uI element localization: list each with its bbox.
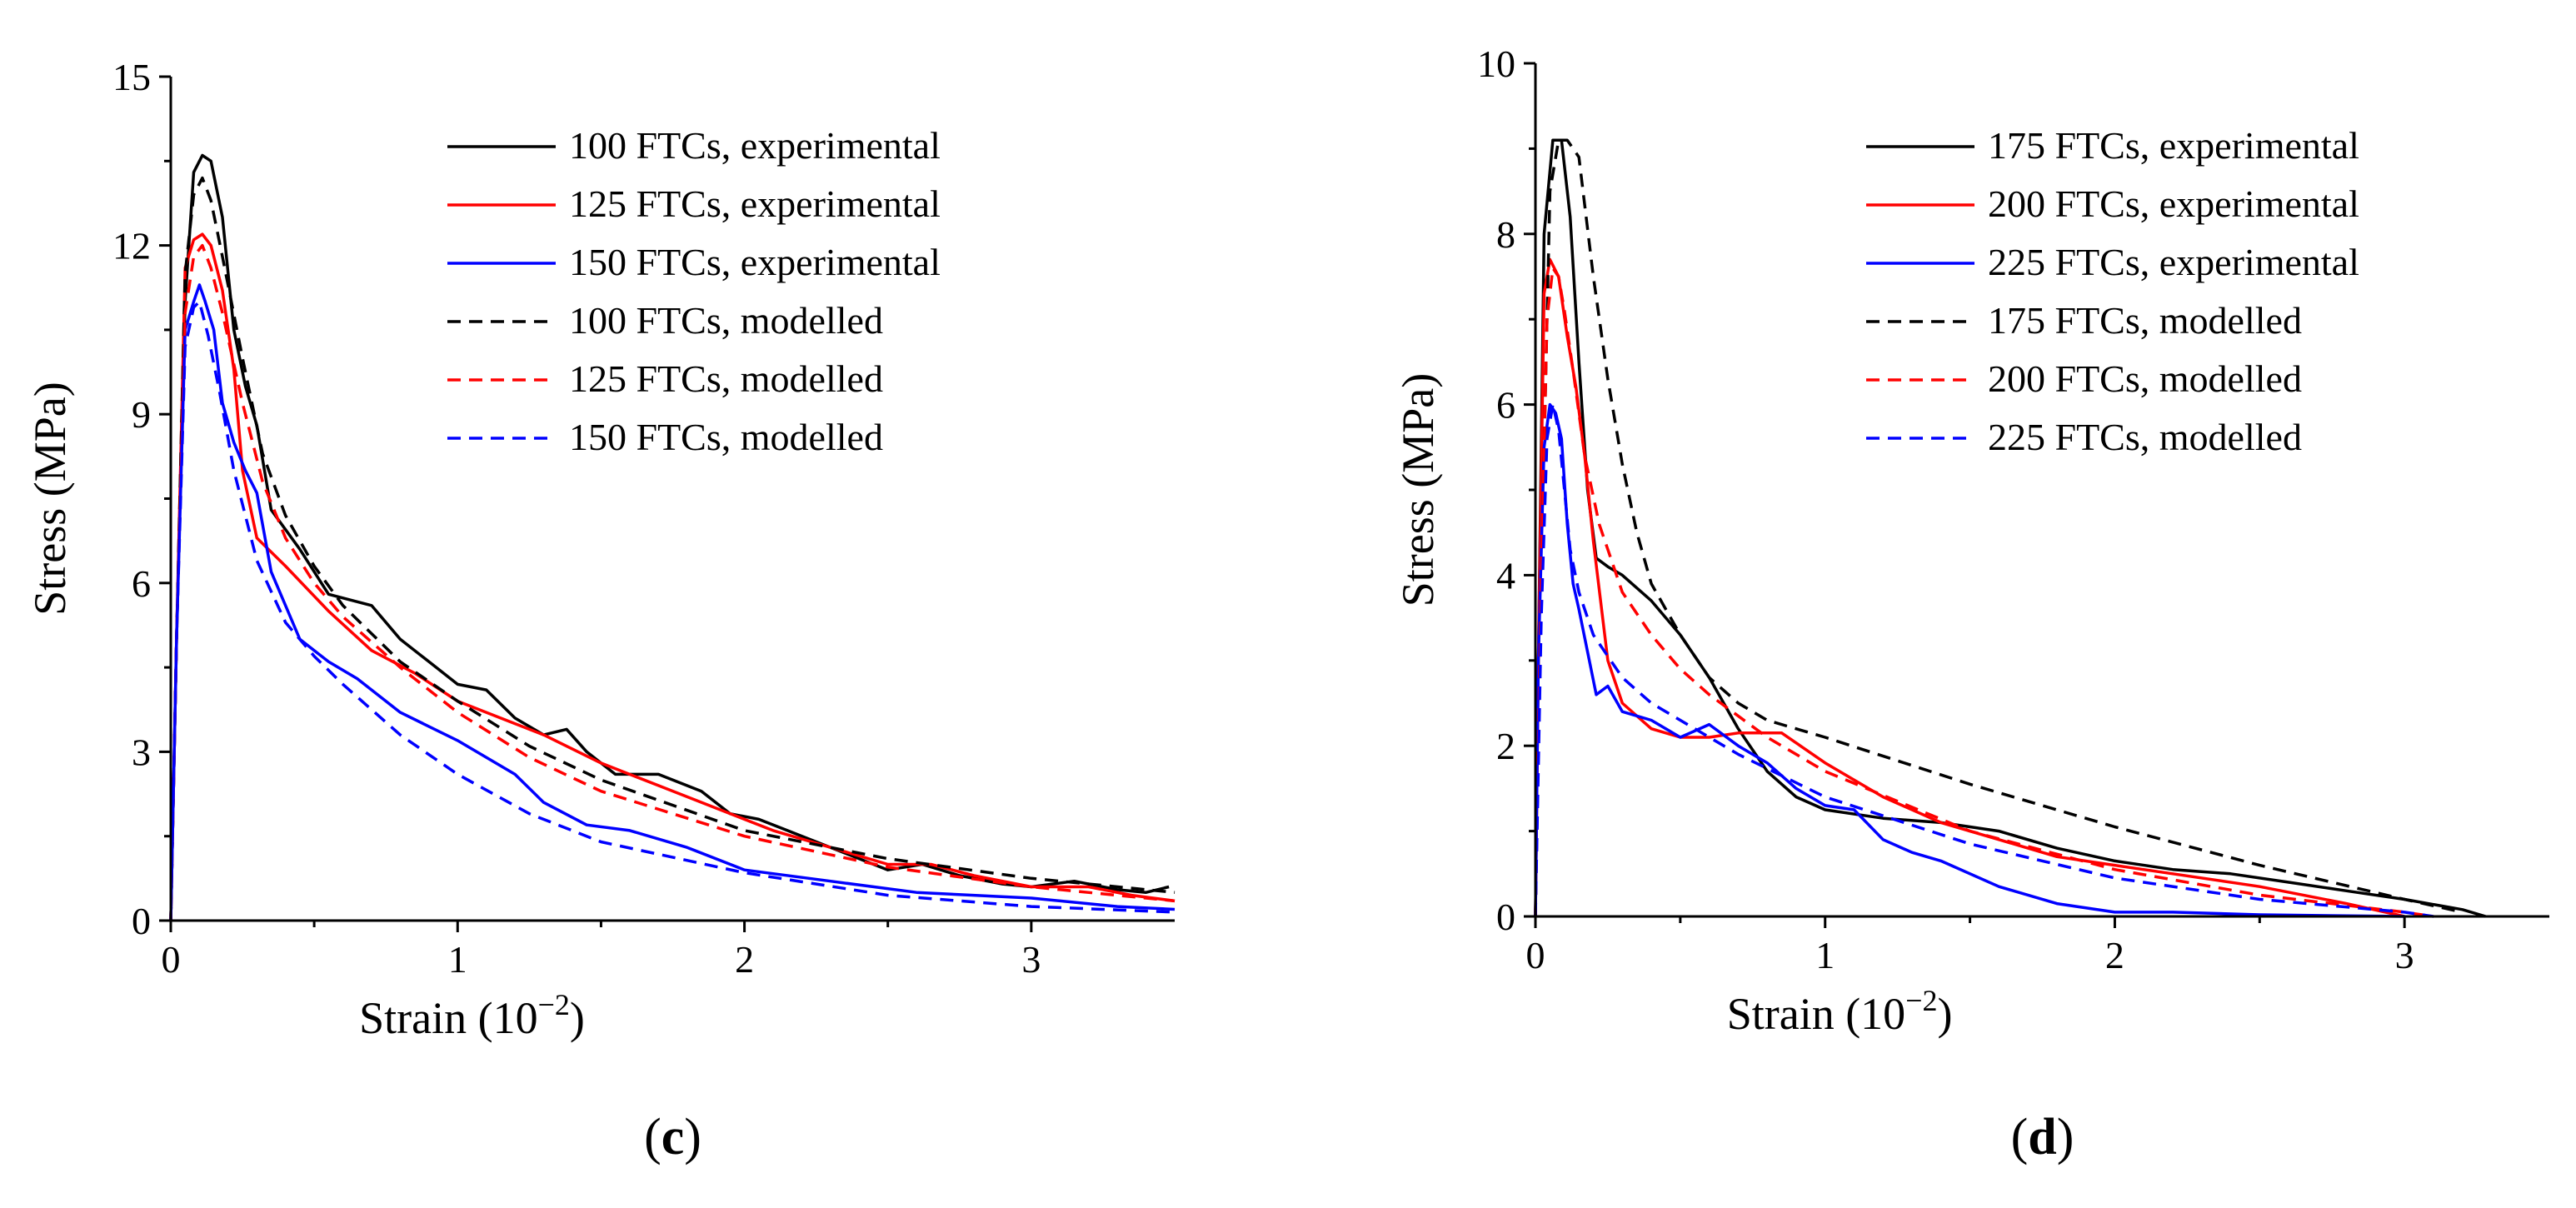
legend-label: 175 FTCs, experimental — [1988, 124, 2359, 167]
legend-label: 150 FTCs, experimental — [569, 241, 941, 283]
panel-label: (c) — [644, 1109, 701, 1166]
x-tick-label: 1 — [1815, 934, 1835, 976]
series-line-6 — [169, 300, 1176, 921]
y-tick-label: 8 — [1496, 213, 1515, 256]
y-tick-label: 15 — [112, 56, 151, 98]
series-line-2 — [1534, 257, 2405, 918]
x-tick-label: 1 — [448, 938, 467, 981]
y-tick-label: 2 — [1496, 725, 1515, 767]
y-tick-label: 0 — [1496, 896, 1515, 938]
y-tick-label: 9 — [132, 393, 151, 436]
y-tick-label: 3 — [132, 731, 151, 773]
y-tick-label: 12 — [112, 225, 151, 267]
legend-label: 150 FTCs, modelled — [569, 416, 883, 458]
legend-label: 225 FTCs, experimental — [1988, 241, 2359, 283]
y-tick-label: 4 — [1496, 554, 1515, 597]
panel-label: (d) — [2011, 1109, 2074, 1166]
legend-label: 100 FTCs, modelled — [569, 299, 883, 342]
x-tick-label: 3 — [1021, 938, 1041, 981]
x-tick-label: 2 — [735, 938, 754, 981]
series-line-1 — [169, 153, 1170, 921]
legend-label: 175 FTCs, modelled — [1988, 299, 2302, 342]
series-line-3 — [1534, 402, 2405, 918]
series-line-6 — [1534, 402, 2434, 918]
x-tick-label: 0 — [1526, 934, 1545, 976]
legend-label: 200 FTCs, experimental — [1988, 182, 2359, 225]
x-axis-label: Strain (10−2) — [359, 988, 585, 1043]
x-tick-label: 3 — [2395, 934, 2414, 976]
y-tick-label: 6 — [132, 562, 151, 605]
y-tick-label: 0 — [132, 900, 151, 942]
y-axis-label: Stress (MPa) — [25, 382, 75, 616]
legend-label: 200 FTCs, modelled — [1988, 357, 2302, 400]
series-line-4 — [1534, 138, 2464, 917]
legend-label: 125 FTCs, experimental — [569, 182, 941, 225]
series-line-4 — [169, 176, 1176, 921]
series-line-1 — [1534, 138, 2486, 918]
x-tick-label: 2 — [2105, 934, 2124, 976]
x-tick-label: 0 — [162, 938, 181, 981]
legend-label: 100 FTCs, experimental — [569, 124, 941, 167]
legend-label: 225 FTCs, modelled — [1988, 416, 2302, 458]
series-line-3 — [169, 283, 1176, 921]
y-axis-label: Stress (MPa) — [1393, 373, 1443, 607]
x-axis-label: Strain (10−2) — [1727, 984, 1953, 1039]
y-tick-label: 10 — [1477, 42, 1515, 85]
series-line-5 — [169, 243, 1176, 921]
y-tick-label: 6 — [1496, 384, 1515, 427]
legend-label: 125 FTCs, modelled — [569, 357, 883, 400]
series-line-5 — [1534, 267, 2434, 918]
chart-panel-d: 0 1 2 3 0 2 4 6 8 10 Stress (MPa) Strain (10−2) 175 … — [1393, 42, 2549, 1166]
